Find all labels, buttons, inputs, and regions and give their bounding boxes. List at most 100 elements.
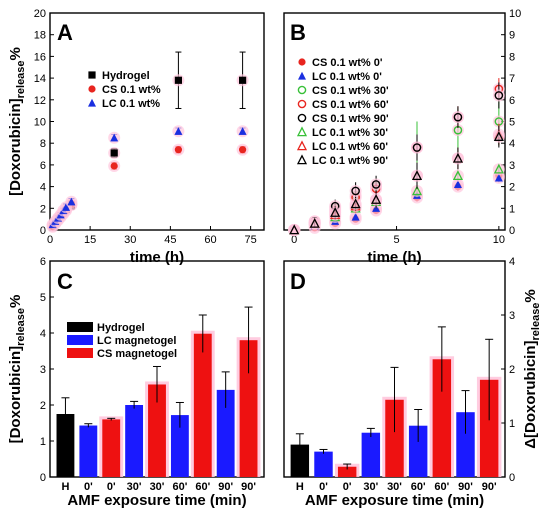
legend-label: CS 0.1 wt% 30' — [312, 85, 389, 97]
data-point — [174, 146, 182, 154]
panel-letter: C — [57, 269, 73, 294]
x-tick-label: 60' — [195, 481, 210, 493]
legend-marker — [88, 71, 96, 79]
data-point — [174, 127, 183, 135]
x-tick-label: 15 — [84, 234, 96, 246]
legend-marker — [296, 140, 308, 151]
data-point — [239, 76, 247, 84]
data-point — [493, 131, 504, 141]
bar — [432, 359, 452, 477]
data-point — [62, 203, 71, 211]
x-tick-label: 90' — [218, 481, 233, 493]
legend-label: Hydrogel — [102, 70, 150, 82]
legend-marker — [297, 85, 307, 95]
legend-swatch — [67, 348, 93, 358]
data-point — [371, 180, 381, 189]
y-axis-label: Δ[Doxorubicin]release% — [522, 289, 542, 449]
bar — [456, 412, 475, 477]
data-point — [110, 149, 118, 157]
panel-a: 0 2 4 6 8 10 12 14 16 18 20 0 15 30 45 60 75 time (h) [Dox… — [7, 8, 265, 266]
x-axis-label: time (h) — [130, 249, 184, 266]
bar — [408, 425, 428, 477]
x-tick-label: 90' — [482, 481, 497, 493]
y-axis-label-suffix: % — [522, 289, 539, 302]
legend-label: LC 0.1 wt% 90' — [312, 155, 388, 167]
x-axis-label: time (h) — [367, 249, 421, 266]
x-tick-label: 90' — [241, 481, 256, 493]
bar — [216, 389, 235, 477]
legend-marker — [297, 99, 307, 109]
data-point — [411, 185, 423, 196]
panel-letter: B — [290, 20, 306, 45]
y-tick-label: 20 — [34, 8, 46, 20]
panel-d: 0 1 2 3 4 H 0' 0' 30' 30' 60' 60' 90' 90'AMF exposure… — [283, 256, 542, 509]
y-tick-label: 6 — [40, 256, 46, 268]
y-tick-label: 1 — [509, 203, 515, 215]
data-point — [453, 112, 463, 122]
legend-label: LC 0.1 wt% 60' — [312, 141, 388, 153]
legend-label: CS 0.1 wt% — [102, 84, 161, 96]
legend-marker — [88, 85, 96, 93]
legend: Hydrogel CS 0.1 wt% LC 0.1 wt% — [88, 70, 161, 110]
y-tick-label: 1 — [509, 418, 515, 430]
y-tick-label: 4 — [40, 182, 46, 194]
y-tick-label: 5 — [40, 292, 46, 304]
data-point — [289, 224, 300, 235]
plot-frame — [49, 12, 265, 231]
y-tick-label: 0 — [509, 472, 515, 484]
y-axis-label: [Doxorubicin]release% — [7, 295, 27, 444]
legend-label: LC 0.1 wt% 30' — [312, 127, 388, 139]
panel-letter: A — [57, 20, 73, 45]
y-tick-label: 8 — [40, 138, 46, 150]
y-tick-label: 2 — [509, 364, 515, 376]
data-point — [330, 207, 341, 217]
x-tick-label: 30' — [127, 481, 142, 493]
bar — [56, 414, 75, 477]
x-tick-label: 60' — [411, 481, 426, 493]
legend-label: LC magnetogel — [97, 335, 176, 347]
bar — [170, 415, 189, 477]
y-tick-label: 5 — [509, 117, 515, 129]
legend-label: CS 0.1 wt% 90' — [312, 113, 389, 125]
legend-marker — [88, 98, 96, 107]
x-tick-label: H — [296, 481, 304, 493]
data-point — [411, 170, 423, 180]
y-axis-label-main: [Doxorubicin] — [7, 98, 24, 196]
panel-c: 0 1 2 3 4 5 6 H 0' 0' 30' 30' 60' 60' 90' 90'AMF exposu… — [7, 256, 265, 509]
bar — [337, 466, 357, 477]
data-point — [309, 217, 320, 228]
y-tick-label: 3 — [509, 160, 515, 172]
y-tick-label: 14 — [34, 73, 46, 85]
legend-label: CS magnetogel — [97, 348, 177, 360]
y-tick-label: 8 — [509, 51, 515, 63]
bar — [385, 399, 404, 477]
y-tick-label: 10 — [34, 117, 46, 129]
legend-swatch — [67, 335, 93, 345]
legend-marker — [296, 126, 308, 137]
y-tick-label: 2 — [509, 182, 515, 194]
bar — [314, 451, 333, 477]
y-axis-label-main: Δ[Doxorubicin] — [522, 341, 539, 449]
x-tick-label: 60 — [204, 234, 216, 246]
bar — [239, 340, 258, 477]
x-tick-label: 0' — [343, 481, 352, 493]
legend-label: LC 0.1 wt% — [102, 98, 160, 110]
x-tick-label: 0' — [84, 481, 93, 493]
y-axis-label-main: [Doxorubicin] — [7, 346, 24, 444]
x-tick-label: 30' — [150, 481, 165, 493]
y-tick-label: 18 — [34, 30, 46, 42]
y-tick-label: 7 — [509, 73, 515, 85]
y-axis-label: [Doxorubicin]release% — [7, 47, 27, 196]
legend-marker — [296, 154, 308, 165]
x-tick-label: 10 — [493, 234, 505, 246]
y-tick-label: 0 — [40, 225, 46, 237]
data-point — [67, 197, 76, 206]
data-point — [412, 143, 422, 152]
data-point — [239, 146, 247, 154]
y-tick-label: 3 — [40, 364, 46, 376]
legend-marker — [298, 58, 306, 66]
y-tick-label: 6 — [509, 95, 515, 107]
x-tick-label: 0' — [107, 481, 116, 493]
bar — [361, 432, 381, 477]
